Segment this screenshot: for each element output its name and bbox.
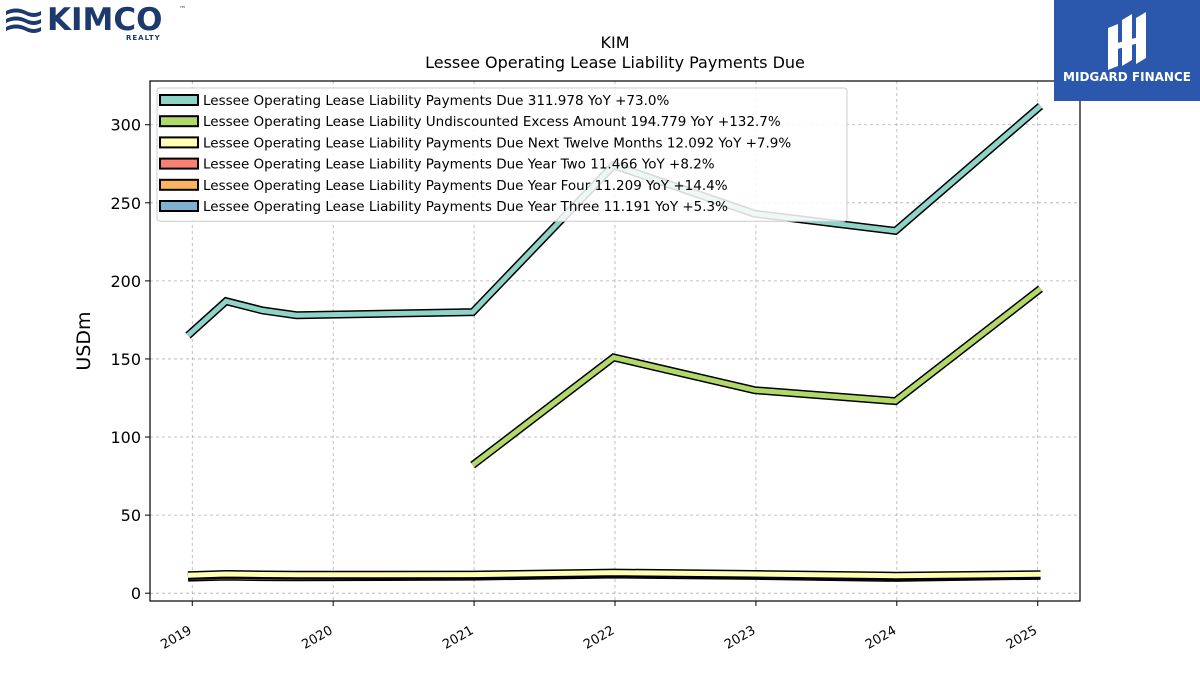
kimco-logo-tm: ™ [179,5,186,13]
y-tick-label: 50 [121,506,141,525]
kimco-logo: KIMCO ™ REALTY [4,2,204,44]
midgard-logo-text: MIDGARD FINANCE [1063,70,1191,84]
legend-entry: Lessee Operating Lease Liability Payment… [203,199,728,215]
kimco-logo-sub: REALTY [126,34,161,42]
x-tick-label: 2025 [1004,623,1040,653]
y-tick-label: 100 [110,428,141,447]
legend-swatch [159,178,199,191]
plot-frame [149,80,1081,602]
y-tick-label: 150 [110,350,141,369]
x-tick-label: 2020 [299,623,335,653]
legend-entry: Lessee Operating Lease Liability Payment… [203,135,791,151]
y-tick-label: 0 [131,584,141,603]
midgard-finance-logo: MIDGARD FINANCE [1054,0,1200,101]
kimco-logo-text: KIMCO [47,2,163,38]
legend-entry: Lessee Operating Lease Liability Payment… [203,157,715,173]
chart-subtitle: Lessee Operating Lease Liability Payment… [425,53,805,72]
legend-entry: Lessee Operating Lease Liability Payment… [203,93,669,109]
chart-title: KIM [600,33,629,52]
legend-swatch [159,115,199,128]
series-line-outline [470,285,1043,469]
x-tick-label: 2022 [581,623,617,653]
series-line [471,286,1043,468]
x-tick-label: 2023 [722,623,758,653]
y-tick-label: 250 [110,194,141,213]
y-tick-label: 300 [110,116,141,135]
legend-swatch [159,94,199,106]
legend-swatch [159,136,199,149]
midgard-emblem-icon: MIDGARD FINANCE [1063,12,1191,84]
legend-swatch [159,200,199,212]
series-lines [185,102,1044,582]
series-line [186,104,1043,338]
legend-entry: Lessee Operating Lease Liability Undisco… [203,114,781,130]
legend: Lessee Operating Lease Liability Payment… [156,87,848,222]
x-tick-label: 2021 [440,623,476,653]
series-1 [470,285,1043,469]
series-line [187,570,1041,579]
legend-entry: Lessee Operating Lease Liability Payment… [203,178,728,194]
y-tick-label: 200 [110,272,141,291]
series-2 [187,568,1041,580]
kimco-wave-icon: KIMCO ™ REALTY [6,2,186,42]
legend-swatch [159,157,199,170]
series-0 [185,102,1044,339]
x-tick-label: 2019 [158,623,194,653]
x-tick-label: 2024 [863,623,899,653]
y-axis-label: USDm [73,311,95,370]
legend-box [156,87,848,222]
